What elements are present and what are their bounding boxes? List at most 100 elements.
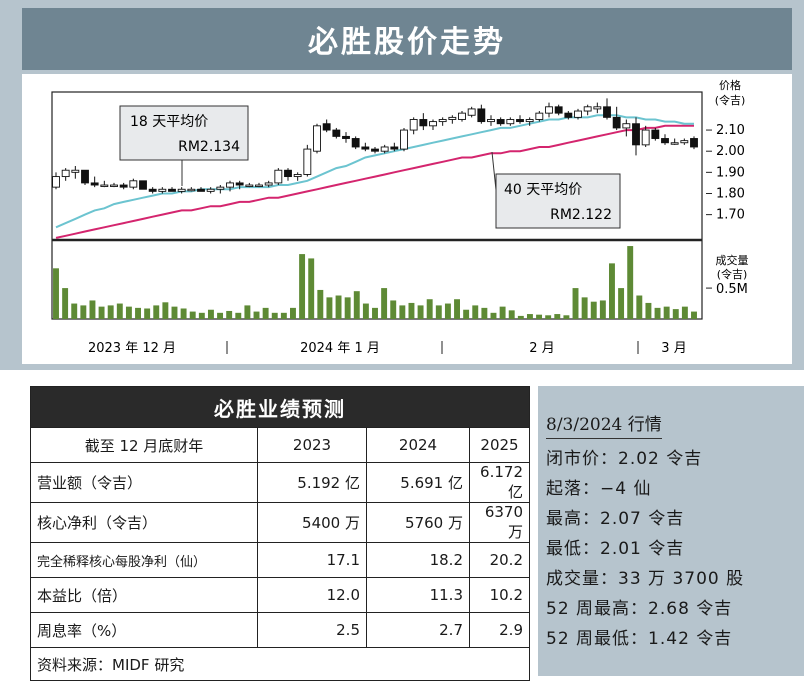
quote-item: 最低：2.01 令吉	[546, 539, 685, 559]
table-cell: 6.172 亿	[469, 462, 530, 503]
source-row: 资料来源：MIDF 研究	[30, 647, 530, 681]
candle	[545, 106, 553, 114]
source-note: 资料来源：MIDF 研究	[30, 647, 530, 681]
volume-bar	[609, 263, 615, 319]
ma18-line	[55, 114, 694, 229]
ma40-pointer	[491, 151, 497, 191]
ma18-callout	[119, 105, 249, 161]
candle	[61, 169, 70, 178]
price-tick-label: 1.80	[716, 186, 745, 201]
volume-bar	[517, 315, 524, 319]
ma40-callout	[495, 173, 621, 229]
volume-bar	[62, 288, 69, 319]
volume-bar	[599, 300, 606, 319]
volume-bar	[80, 305, 87, 319]
table-cell: 20.2	[469, 542, 530, 578]
volume-bar	[581, 297, 588, 319]
candle	[690, 138, 698, 148]
quote-box: 8/3/2024 行情 闭市价：2.02 令吉 起落：−4 仙 最高：2.07 …	[538, 386, 804, 676]
candle	[458, 112, 466, 120]
volume-bar	[353, 291, 360, 319]
volume-bar	[672, 309, 679, 319]
row-label: 核心净利（令吉）	[30, 502, 258, 543]
candle	[651, 129, 660, 139]
quote-item: 52 周最高：2.68 令吉	[546, 599, 733, 619]
row-label: 本益比（倍）	[30, 577, 258, 613]
volume-bar	[645, 302, 652, 319]
volume-bar	[317, 289, 324, 319]
x-axis-label: 2024 年 1 月	[300, 341, 380, 356]
candle	[245, 184, 254, 187]
price-tick-label: 1.70	[716, 208, 745, 223]
table-cell: 12.0	[257, 577, 367, 613]
candle	[409, 119, 418, 131]
table-cell: 5760 万	[366, 502, 470, 543]
volume-bar	[335, 295, 342, 319]
candle	[226, 182, 234, 188]
header-cell: 2025	[469, 427, 530, 463]
candle	[139, 180, 147, 190]
x-axis-label: 2 月	[529, 341, 554, 356]
table-row: 核心净利（令吉） 5400 万 5760 万 6370 万	[30, 502, 530, 543]
volume-bar	[89, 300, 96, 319]
candle	[100, 184, 109, 187]
candle	[448, 116, 457, 120]
volume-axis-unit: (令吉)	[717, 267, 748, 281]
volume-bar	[280, 312, 287, 319]
volume-bar	[271, 312, 278, 319]
quote-item: 闭市价：2.02 令吉	[546, 449, 703, 469]
row-label: 完全稀释核心每股净利（仙）	[30, 542, 258, 578]
candle	[438, 119, 447, 123]
candle	[632, 123, 640, 146]
candle	[429, 121, 437, 127]
candle	[168, 188, 176, 192]
candle	[284, 169, 292, 178]
volume-bar	[681, 306, 688, 319]
volume-axis-label: 成交量	[716, 253, 749, 267]
candle	[264, 182, 273, 186]
candle	[612, 116, 621, 129]
header-cell: 2024	[366, 427, 470, 463]
candle	[187, 188, 196, 192]
volume-bar	[691, 311, 697, 319]
candle	[554, 106, 563, 114]
candle	[361, 146, 370, 150]
table-cell: 5.192 亿	[257, 462, 367, 503]
price-tick-label: 1.90	[716, 165, 745, 180]
volume-bar	[344, 297, 351, 319]
volume-bar	[526, 314, 533, 319]
volume-bar	[153, 305, 160, 319]
price-axis-label: 价格	[719, 78, 741, 92]
candle	[119, 184, 128, 188]
candle	[90, 182, 99, 186]
row-label: 周息率（%）	[30, 612, 258, 648]
volume-bar	[226, 310, 233, 319]
header-cell: 2023	[257, 427, 367, 463]
candle	[274, 169, 283, 184]
volume-bar	[654, 307, 661, 319]
volume-bar	[107, 305, 114, 319]
quote-item: 最高：2.07 令吉	[546, 509, 685, 529]
candle	[670, 142, 679, 145]
candle	[313, 125, 321, 152]
header-cell: 截至 12 月底财年	[30, 427, 258, 463]
candle	[487, 119, 495, 123]
volume-bar	[326, 297, 333, 319]
volume-bar	[590, 301, 597, 319]
volume-bar	[135, 307, 141, 319]
candle	[129, 180, 138, 188]
volume-bar	[71, 303, 78, 319]
x-axis-label: 2023 年 12 月	[88, 341, 176, 356]
volume-bar	[563, 315, 570, 319]
candle	[516, 119, 524, 123]
candle	[622, 123, 631, 129]
forecast-table: 必胜业绩预测 截至 12 月底财年 2023 2024 2025 营业额（令吉）…	[30, 386, 530, 681]
volume-bar	[618, 288, 625, 319]
chart-panel: 价格 (令吉) 2.10 2.00 1.90 1.80 1.70 18 天平均价 RM2.134…	[22, 74, 792, 364]
volume-bar	[262, 307, 269, 319]
volume-bar	[399, 305, 406, 319]
quote-item: 52 周最低：1.42 令吉	[546, 629, 733, 649]
ma40-callout-value: RM2.122	[550, 207, 612, 223]
x-axis-label: 3 月	[661, 341, 686, 356]
candle	[390, 146, 399, 150]
